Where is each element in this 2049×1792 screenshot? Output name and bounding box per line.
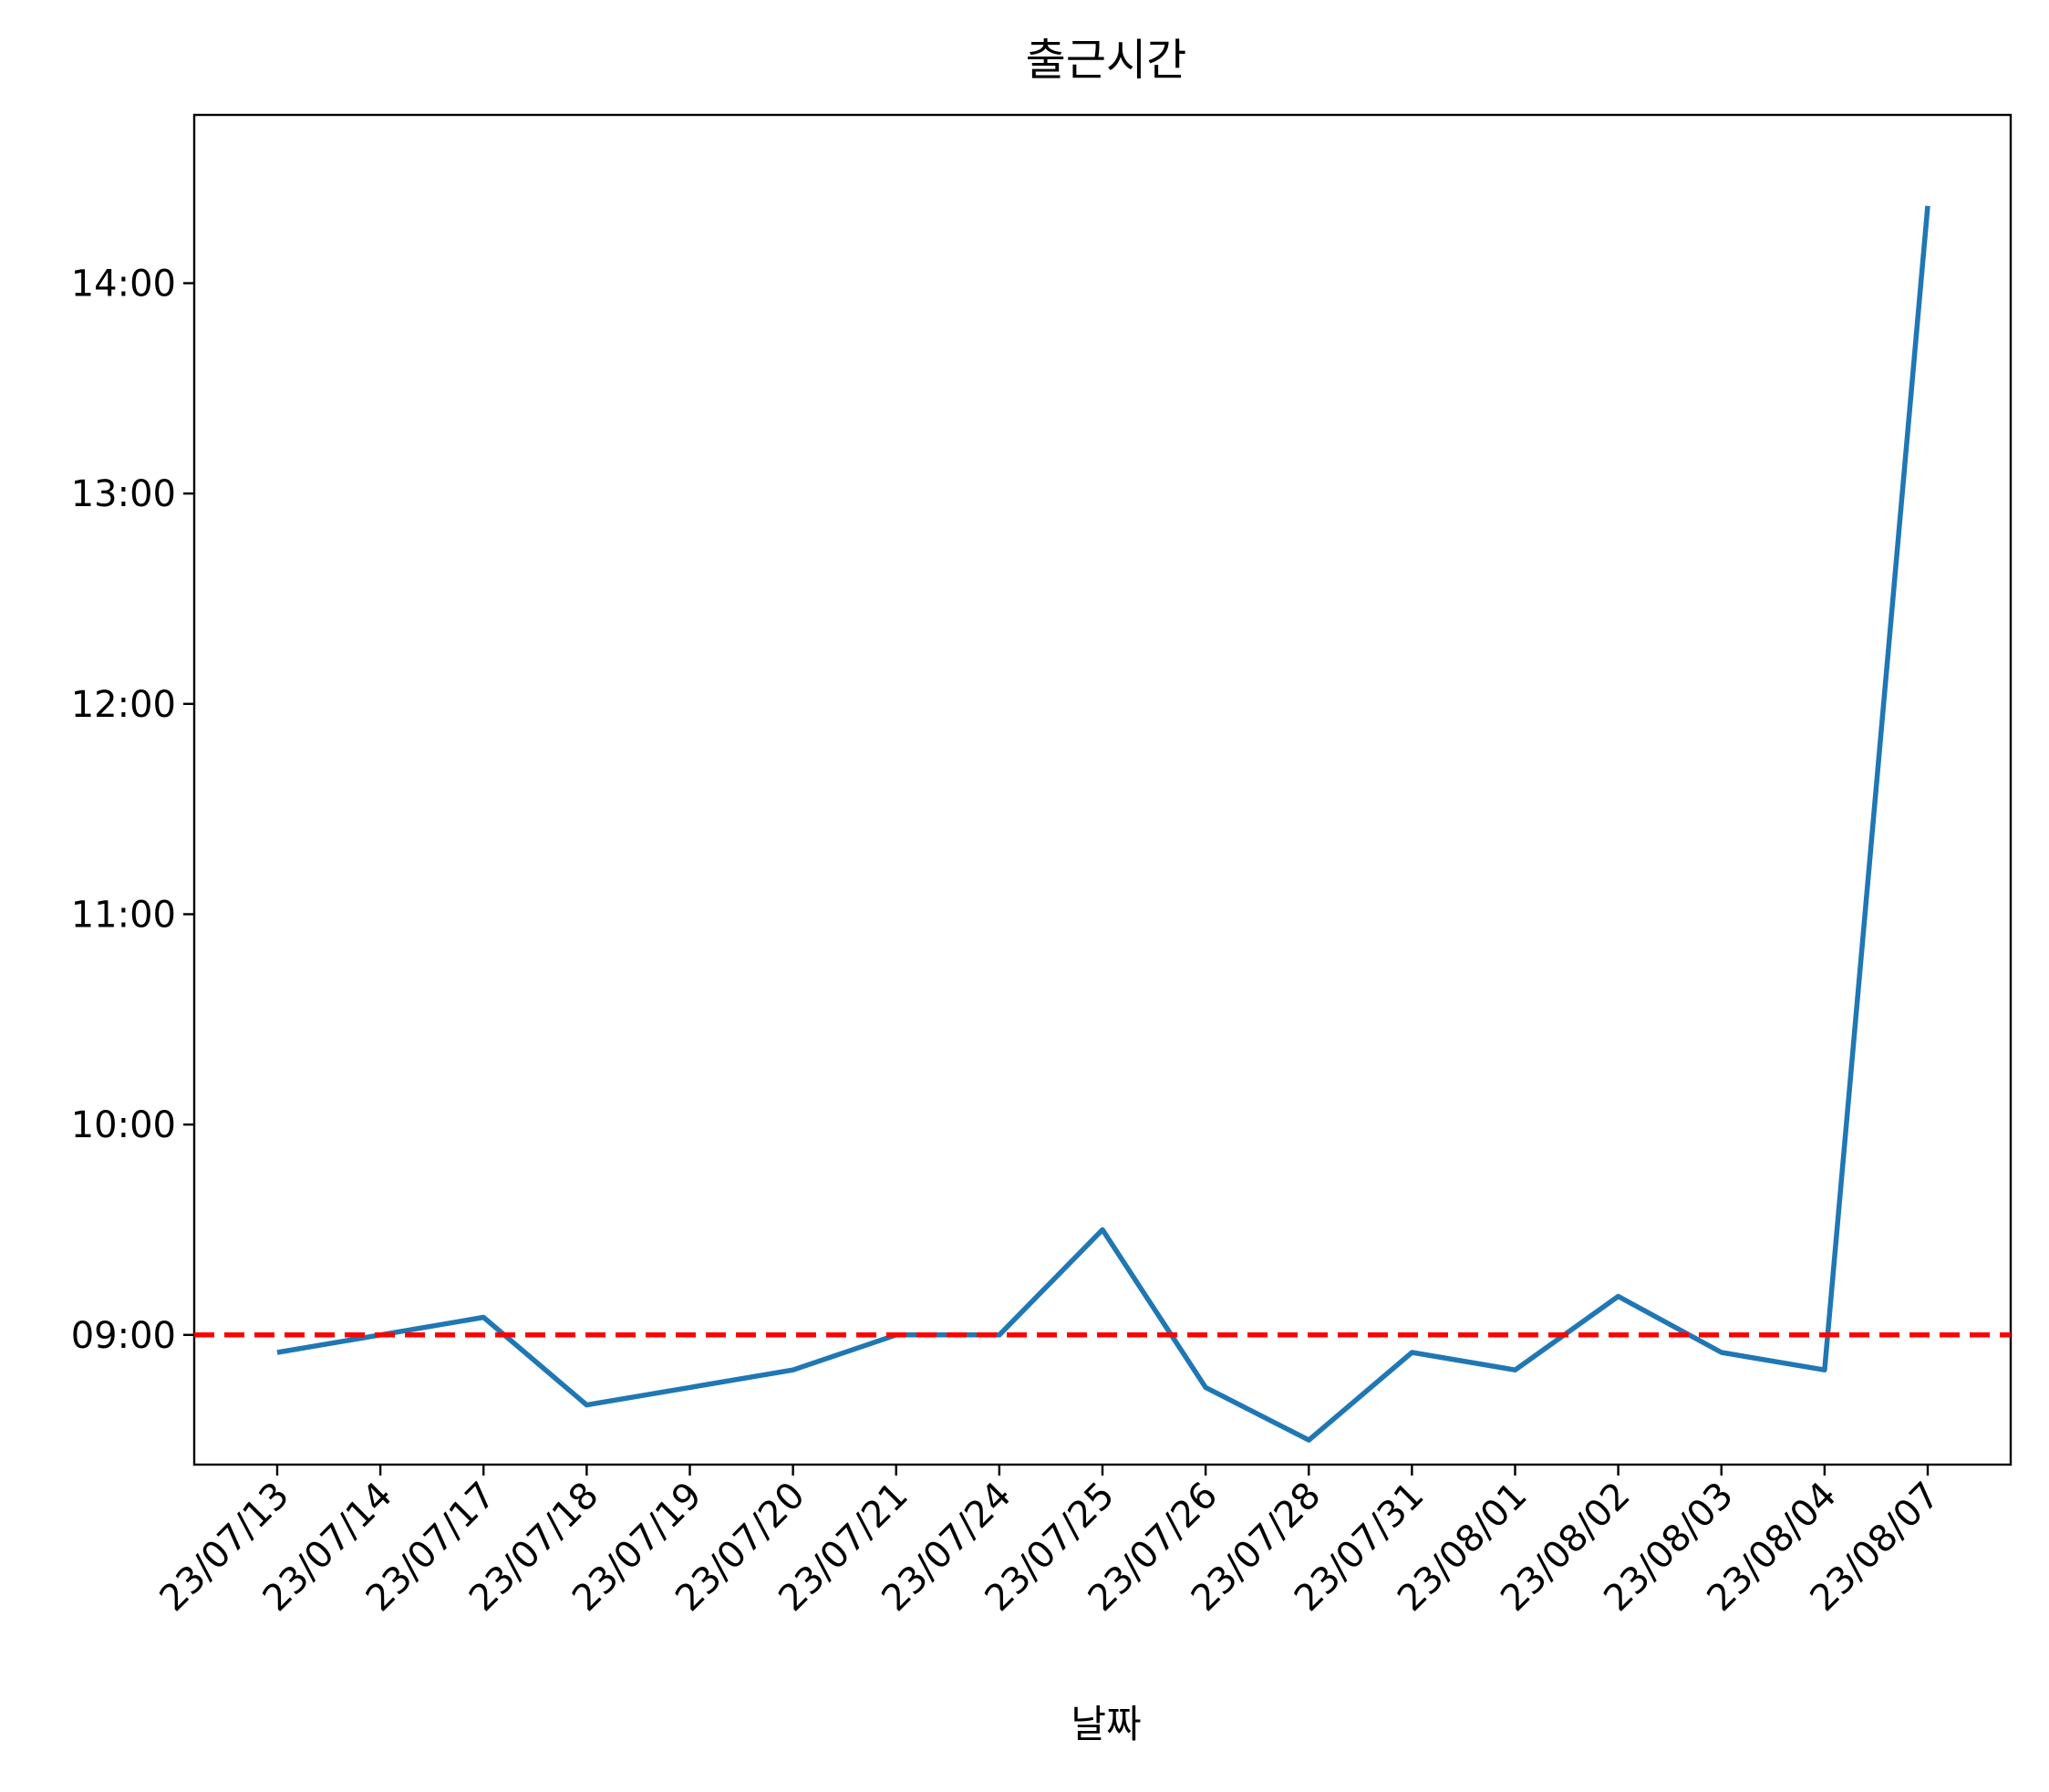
y-tick-label: 12:00	[71, 684, 176, 726]
y-tick-label: 09:00	[71, 1315, 176, 1357]
y-tick-label: 11:00	[71, 894, 176, 936]
y-tick-label: 14:00	[71, 264, 176, 306]
chart-title: 출근시간	[1026, 35, 1187, 86]
y-tick-label: 13:00	[71, 473, 176, 515]
y-tick-label: 10:00	[71, 1104, 176, 1146]
x-axis-label: 날짜	[1071, 1702, 1141, 1746]
series-line	[276, 205, 1930, 1443]
